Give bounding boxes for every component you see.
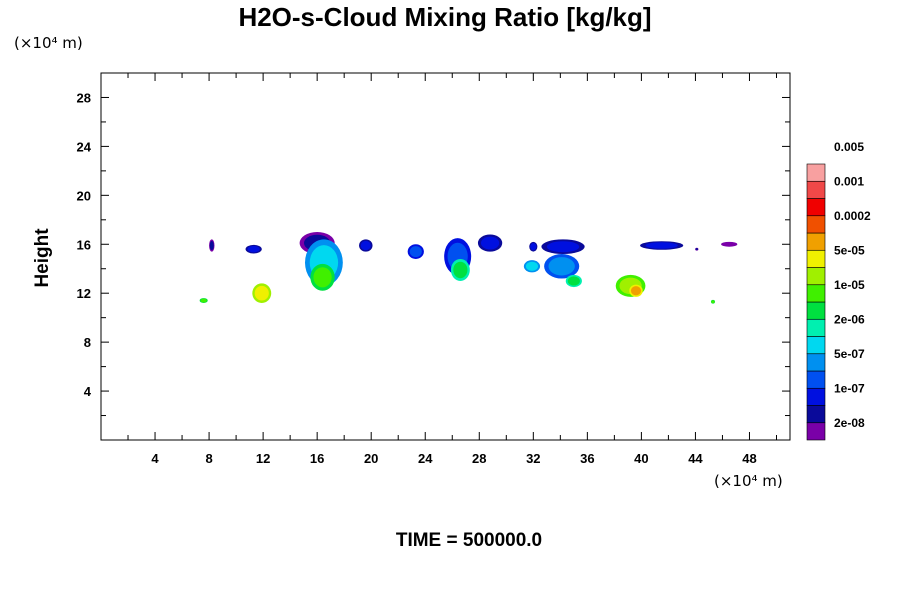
x-tick-label: 20 bbox=[364, 451, 378, 466]
x-tick-label: 36 bbox=[580, 451, 594, 466]
colorbar-swatch bbox=[806, 284, 826, 303]
colorbar-label: 5e-07 bbox=[834, 347, 865, 361]
x-tick-label: 24 bbox=[418, 451, 433, 466]
contour-blob bbox=[567, 276, 580, 286]
colorbar-label: 0.005 bbox=[834, 140, 864, 154]
x-tick-label: 12 bbox=[256, 451, 270, 466]
colorbar-swatch bbox=[806, 422, 826, 441]
colorbar-swatch bbox=[806, 232, 826, 251]
contour-blob bbox=[247, 245, 260, 253]
plot-frame bbox=[100, 72, 791, 441]
contour-blob bbox=[409, 246, 422, 258]
y-axis-unit-label: (×10⁴ m) bbox=[14, 34, 83, 52]
contour-blob bbox=[360, 240, 371, 251]
y-tick-label: 8 bbox=[84, 335, 91, 350]
colorbar-label: 0.0002 bbox=[834, 209, 871, 223]
y-tick-label: 28 bbox=[77, 90, 91, 105]
contour-blob bbox=[548, 257, 575, 276]
colorbar-label: 1e-05 bbox=[834, 278, 865, 292]
colorbar-swatch bbox=[806, 336, 826, 355]
y-tick-label: 16 bbox=[77, 237, 91, 252]
x-tick-label: 40 bbox=[634, 451, 648, 466]
x-tick-label: 32 bbox=[526, 451, 540, 466]
colorbar-swatch bbox=[806, 405, 826, 424]
contour-blob bbox=[546, 241, 580, 253]
colorbar-swatch bbox=[806, 163, 826, 182]
y-tick-label: 4 bbox=[84, 384, 92, 399]
contour-blob bbox=[645, 242, 678, 249]
contour-blob bbox=[313, 267, 332, 288]
x-axis-unit-label: (×10⁴ m) bbox=[714, 472, 783, 490]
colorbar-label: 1e-07 bbox=[834, 381, 865, 395]
contour-blob bbox=[453, 261, 468, 279]
x-tick-label: 8 bbox=[205, 451, 212, 466]
contour-blob bbox=[480, 236, 500, 250]
x-tick-label: 4 bbox=[151, 451, 159, 466]
y-tick-label: 12 bbox=[77, 286, 91, 301]
colorbar-label: 0.001 bbox=[834, 174, 864, 188]
contour-blob bbox=[209, 240, 214, 251]
time-footer: TIME = 500000.0 bbox=[395, 530, 543, 551]
y-tick-label: 24 bbox=[77, 139, 92, 154]
colorbar-label: 5e-05 bbox=[834, 243, 865, 257]
colorbar-swatch bbox=[806, 318, 826, 337]
colorbar-label: 2e-08 bbox=[834, 416, 865, 430]
x-tick-label: 48 bbox=[742, 451, 756, 466]
colorbar-swatch bbox=[806, 387, 826, 406]
colorbar-swatch bbox=[806, 370, 826, 389]
colorbar-swatch bbox=[806, 180, 826, 199]
colorbar-swatch bbox=[806, 198, 826, 217]
colorbar-swatch bbox=[806, 301, 826, 320]
contour-blob bbox=[254, 285, 269, 301]
contour-blob bbox=[525, 261, 539, 271]
contour-blob bbox=[711, 300, 715, 304]
x-tick-label: 16 bbox=[310, 451, 324, 466]
colorbar-swatch bbox=[806, 249, 826, 268]
contour-blob bbox=[200, 298, 207, 303]
chart-title: H2O-s-Cloud Mixing Ratio [kg/kg] bbox=[238, 2, 652, 32]
contour-blob bbox=[723, 242, 736, 247]
colorbar-swatch bbox=[806, 267, 826, 286]
x-tick-label: 44 bbox=[688, 451, 703, 466]
contour-blob bbox=[695, 248, 698, 251]
x-tick-label: 28 bbox=[472, 451, 486, 466]
colorbar-label: 2e-06 bbox=[834, 312, 865, 326]
colorbar-swatch bbox=[806, 215, 826, 234]
contour-blob bbox=[530, 243, 537, 251]
y-tick-label: 20 bbox=[77, 188, 91, 203]
colorbar-swatch bbox=[806, 353, 826, 372]
contour-blob bbox=[630, 286, 642, 296]
